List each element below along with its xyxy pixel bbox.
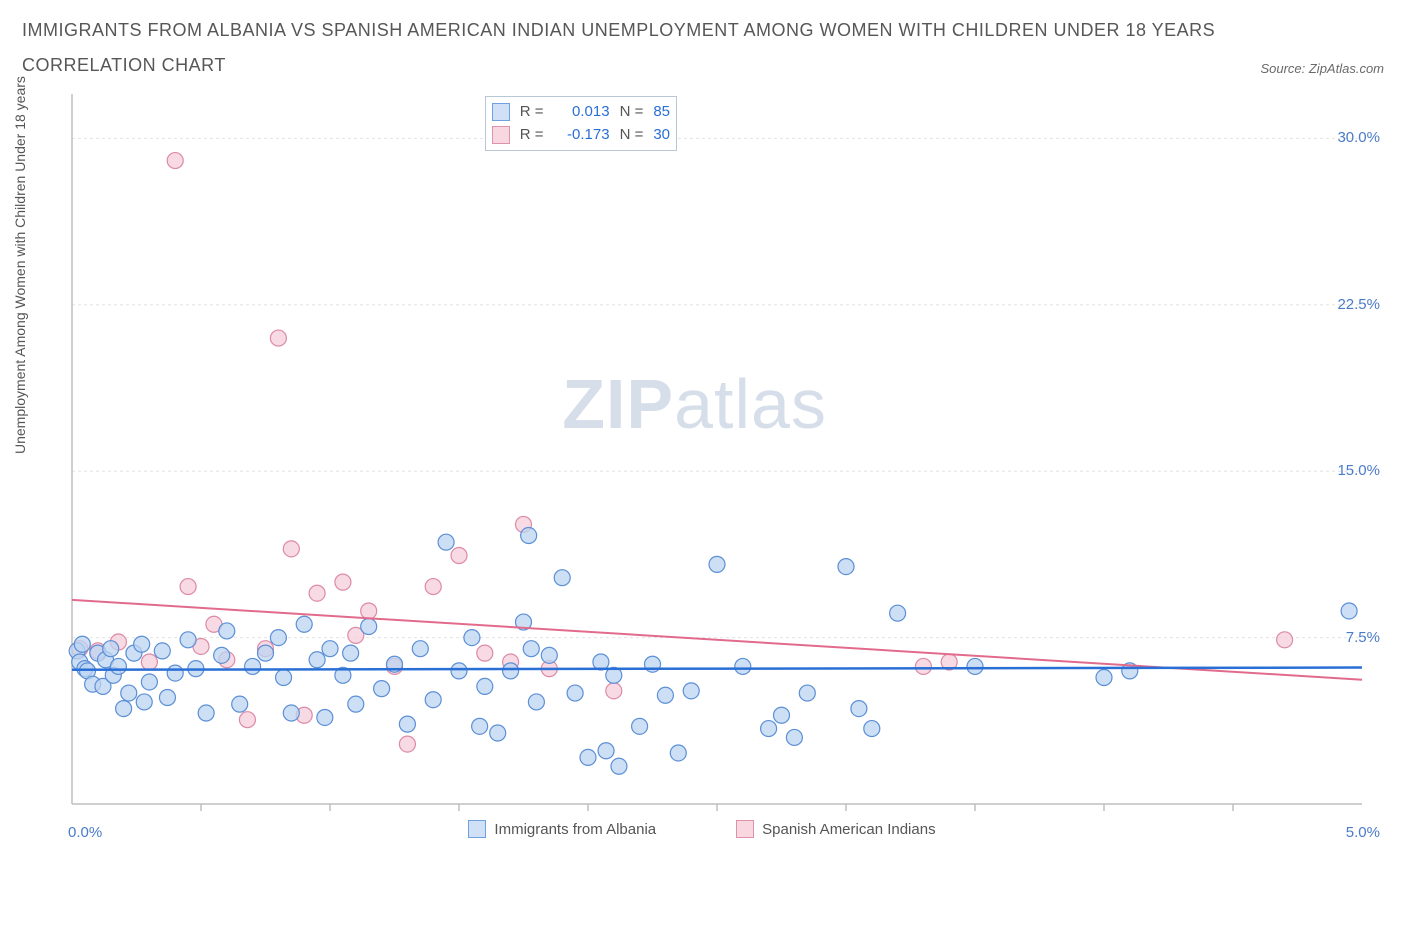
legend-item-blue: Immigrants from Albania — [468, 820, 656, 838]
y-tick-label: 15.0% — [1337, 462, 1380, 479]
y-tick-label: 7.5% — [1346, 629, 1380, 646]
correlation-row: R =0.013N =85 — [492, 101, 670, 124]
legend-label-blue: Immigrants from Albania — [494, 821, 656, 838]
legend-label-pink: Spanish American Indians — [762, 821, 935, 838]
scatter-plot — [22, 84, 1382, 844]
y-tick-label: 22.5% — [1337, 296, 1380, 313]
correlation-swatch — [492, 126, 510, 144]
series-legend: Immigrants from Albania Spanish American… — [22, 820, 1382, 838]
correlation-legend-box: R =0.013N =85R =-0.173N =30 — [485, 96, 677, 151]
correlation-row: R =-0.173N =30 — [492, 124, 670, 147]
chart-frame: Unemployment Among Women with Children U… — [22, 84, 1382, 884]
legend-item-pink: Spanish American Indians — [736, 820, 935, 838]
y-axis-label: Unemployment Among Women with Children U… — [12, 76, 28, 454]
y-tick-label: 30.0% — [1337, 129, 1380, 146]
title-line-2: CORRELATION CHART — [22, 55, 226, 76]
chart-header: IMMIGRANTS FROM ALBANIA VS SPANISH AMERI… — [22, 20, 1384, 76]
title-line-1: IMMIGRANTS FROM ALBANIA VS SPANISH AMERI… — [22, 20, 1384, 41]
legend-swatch-pink — [736, 820, 754, 838]
source-label: Source: ZipAtlas.com — [1260, 61, 1384, 76]
correlation-swatch — [492, 103, 510, 121]
legend-swatch-blue — [468, 820, 486, 838]
